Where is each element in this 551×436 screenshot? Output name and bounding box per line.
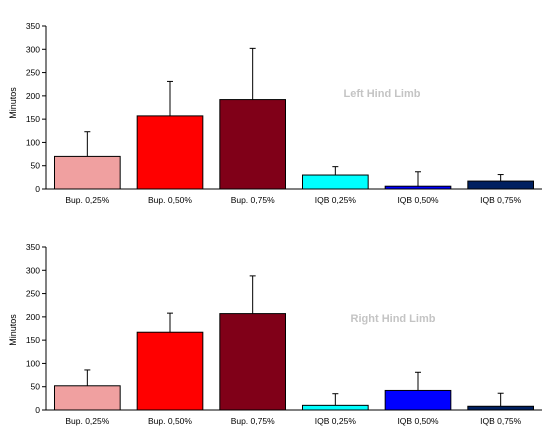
bar (219, 99, 286, 190)
bar (54, 385, 121, 411)
bar (219, 313, 286, 411)
x-tick-label: Bup. 0,75% (231, 416, 275, 426)
right-hind-limb-panel: Right Hind Limb Minutos 0 50 100 150 200 250 3… (8, 242, 542, 426)
x-tick-label: Bup. 0,50% (148, 195, 192, 205)
y-tick-label: 50 (31, 161, 41, 171)
x-tick-label: Bup. 0,25% (65, 195, 109, 205)
y-tick-label: 350 (26, 242, 40, 252)
y-tick-label: 300 (26, 265, 40, 275)
y-tick-label: 300 (26, 44, 40, 54)
x-tick-label: IQB 0,75% (480, 195, 522, 205)
bar (302, 404, 369, 411)
y-tick-label: 250 (26, 68, 40, 78)
y-tick-label: 100 (26, 137, 40, 147)
y-tick-label: 200 (26, 91, 40, 101)
x-tick-label: IQB 0,25% (315, 416, 357, 426)
panel-annotation: Right Hind Limb (351, 313, 436, 325)
y-tick-label: 200 (26, 312, 40, 322)
bar (384, 185, 452, 190)
x-tick-label: IQB 0,25% (315, 195, 357, 205)
x-tick-label: Bup. 0,50% (148, 416, 192, 426)
y-tick-label: 350 (26, 21, 40, 31)
panel-annotation: Left Hind Limb (344, 88, 421, 100)
y-tick-label: 0 (35, 184, 40, 194)
bar (136, 331, 204, 411)
x-tick-label: IQB 0,50% (397, 195, 439, 205)
x-tick-label: IQB 0,75% (480, 416, 522, 426)
x-tick-label: Bup. 0,25% (65, 416, 109, 426)
bar (302, 174, 369, 190)
x-tick-label: Bup. 0,75% (231, 195, 275, 205)
x-tick-label: IQB 0,50% (397, 416, 439, 426)
y-tick-label: 0 (35, 405, 40, 415)
bar (384, 389, 452, 411)
bar (54, 155, 121, 190)
y-tick-label: 250 (26, 289, 40, 299)
bar (467, 180, 535, 190)
y-tick-label: 100 (26, 358, 40, 368)
left-hind-limb-panel: Left Hind Limb Minutos 0 50 100 150 200 250 30… (8, 21, 542, 205)
y-axis-title: Minutos (8, 87, 18, 119)
y-tick-label: 150 (26, 335, 40, 345)
y-tick-label: 150 (26, 114, 40, 124)
bar (136, 115, 204, 190)
y-tick-label: 50 (31, 382, 41, 392)
bar (467, 405, 535, 411)
y-axis-title: Minutos (8, 314, 18, 346)
